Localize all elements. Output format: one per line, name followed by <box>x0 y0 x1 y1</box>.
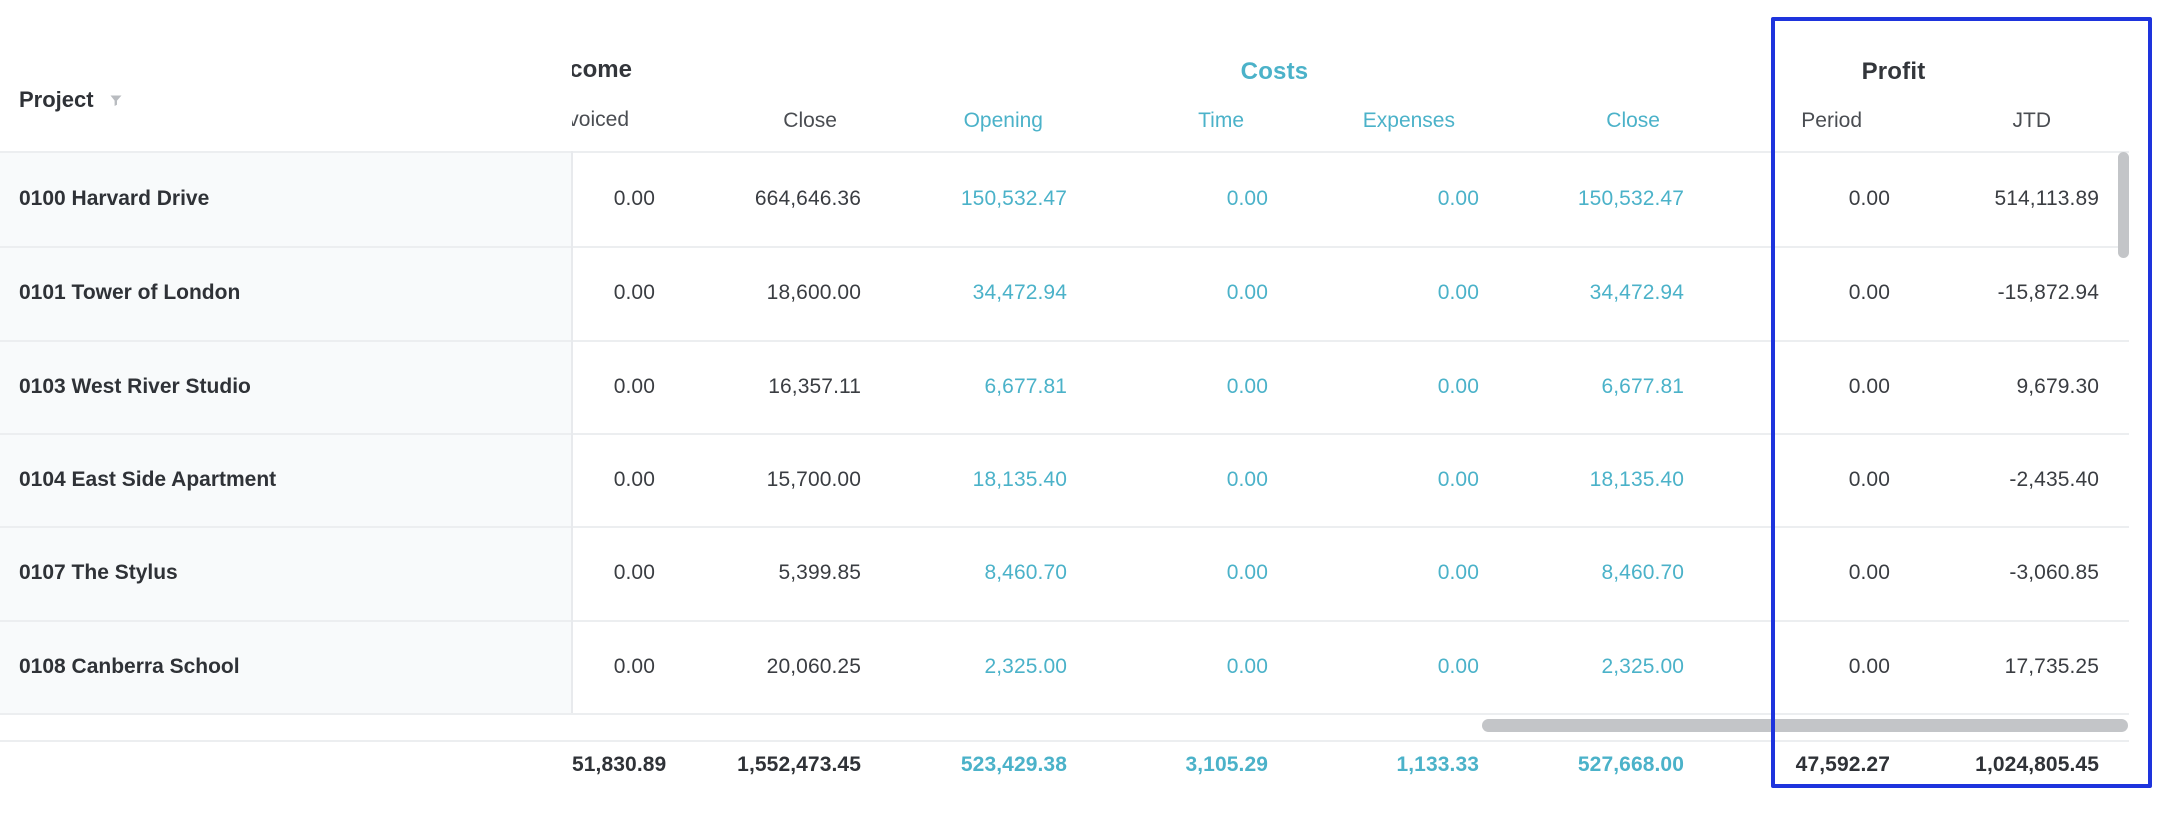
cell-costs-close: 18,135.40 <box>1589 467 1684 491</box>
cell-costs-time: 0.00 <box>1226 186 1268 210</box>
cell-costs-expenses: 0.00 <box>1437 281 1479 304</box>
cell-income-close: 20,060.25 <box>766 654 861 678</box>
cell-profit-period: 0.00 <box>1848 654 1890 678</box>
cell-costs-expenses: 0.00 <box>1437 654 1479 678</box>
total-invoiced: 51,830.89 <box>572 753 667 776</box>
total-income-close: 1,552,473.45 <box>737 753 861 776</box>
totals-row: 51,830.89 1,552,473.45 523,429.38 3,105.… <box>572 740 2101 790</box>
cell-costs-opening: 6,677.81 <box>984 374 1067 398</box>
table-row: 0.00 16,357.11 6,677.81 0.00 0.00 6,677.… <box>572 340 2101 433</box>
table-row: 0.00 15,700.00 18,135.40 0.00 0.00 18,13… <box>572 433 2101 526</box>
cell-income-close: 664,646.36 <box>754 186 861 210</box>
cell-profit-period: 0.00 <box>1848 467 1890 491</box>
cell-costs-close: 2,325.00 <box>1601 654 1684 678</box>
column-header-opening[interactable]: Opening <box>963 109 1043 132</box>
project-header-label: Project <box>19 87 94 112</box>
cell-profit-jtd: 514,113.89 <box>1994 186 2099 210</box>
project-column-background <box>0 151 572 713</box>
cell-profit-jtd: -2,435.40 <box>2009 467 2099 491</box>
cell-profit-jtd: -3,060.85 <box>2009 561 2099 584</box>
filter-icon[interactable] <box>108 92 124 108</box>
cell-income-close: 18,600.00 <box>766 281 861 304</box>
group-header-row: Costs Profit <box>572 50 2101 94</box>
cell-profit-period: 0.00 <box>1848 186 1890 210</box>
project-name-link[interactable]: 0108 Canberra School <box>19 654 240 678</box>
cell-income-close: 16,357.11 <box>768 374 861 398</box>
cell-invoiced: 0.00 <box>613 186 655 210</box>
vertical-scrollbar-thumb[interactable] <box>2118 152 2129 258</box>
cell-costs-expenses: 0.00 <box>1437 186 1479 210</box>
column-header-jtd[interactable]: JTD <box>2012 109 2052 132</box>
column-header-period[interactable]: Period <box>1801 109 1862 132</box>
cell-costs-expenses: 0.00 <box>1437 467 1479 491</box>
total-costs-opening: 523,429.38 <box>960 753 1067 776</box>
total-costs-close: 527,668.00 <box>1577 753 1684 776</box>
cell-income-close: 15,700.00 <box>766 467 861 491</box>
cell-costs-expenses: 0.00 <box>1437 374 1479 398</box>
cell-invoiced: 0.00 <box>613 281 655 304</box>
project-name-link[interactable]: 0100 Harvard Drive <box>19 186 210 210</box>
cell-invoiced: 0.00 <box>613 654 655 678</box>
costs-group-header: Costs <box>1240 58 1309 85</box>
cell-profit-jtd: 17,735.25 <box>2004 654 2099 678</box>
cell-costs-opening: 2,325.00 <box>984 654 1067 678</box>
total-profit-jtd: 1,024,805.45 <box>1975 753 2099 776</box>
cell-invoiced: 0.00 <box>613 561 655 584</box>
project-name-link[interactable]: 0104 East Side Apartment <box>19 467 277 491</box>
total-costs-time: 3,105.29 <box>1185 753 1268 776</box>
column-header-costs-close[interactable]: Close <box>1606 109 1660 132</box>
column-header-income-close[interactable]: Close <box>783 109 837 132</box>
cell-costs-opening: 8,460.70 <box>984 561 1067 584</box>
total-profit-period: 47,592.27 <box>1795 753 1890 776</box>
column-header-row: Close Opening Time Expenses Close Period… <box>572 96 2101 146</box>
cell-costs-expenses: 0.00 <box>1437 561 1479 584</box>
cell-costs-opening: 18,135.40 <box>972 467 1067 491</box>
cell-costs-time: 0.00 <box>1226 281 1268 304</box>
horizontal-scrollbar-thumb[interactable] <box>1482 719 2128 732</box>
project-column-header[interactable]: Project <box>19 84 124 116</box>
column-header-time[interactable]: Time <box>1198 109 1244 132</box>
cell-costs-time: 0.00 <box>1226 561 1268 584</box>
cell-costs-opening: 150,532.47 <box>960 186 1067 210</box>
cell-costs-close: 6,677.81 <box>1601 374 1684 398</box>
project-name-link[interactable]: 0107 The Stylus <box>19 561 178 584</box>
cell-profit-period: 0.00 <box>1848 374 1890 398</box>
cell-invoiced: 0.00 <box>613 467 655 491</box>
cell-costs-time: 0.00 <box>1226 654 1268 678</box>
cell-profit-jtd: 9,679.30 <box>2016 374 2099 398</box>
table-row: 0.00 20,060.25 2,325.00 0.00 0.00 2,325.… <box>572 620 2101 713</box>
cell-costs-time: 0.00 <box>1226 467 1268 491</box>
total-costs-expenses: 1,133.33 <box>1396 753 1479 776</box>
column-header-expenses[interactable]: Expenses <box>1362 109 1455 132</box>
cell-invoiced: 0.00 <box>613 374 655 398</box>
frozen-project-column: Project 0100 Harvard Drive 0101 Tower of… <box>0 0 572 790</box>
project-name-link[interactable]: 0103 West River Studio <box>19 374 251 398</box>
cell-profit-period: 0.00 <box>1848 561 1890 584</box>
table-row: 0.00 664,646.36 150,532.47 0.00 0.00 150… <box>572 151 2101 246</box>
profit-group-header: Profit <box>1861 58 1926 85</box>
cell-costs-close: 34,472.94 <box>1589 281 1684 304</box>
table-row: 0.00 18,600.00 34,472.94 0.00 0.00 34,47… <box>572 246 2101 340</box>
cell-costs-close: 8,460.70 <box>1601 561 1684 584</box>
cell-income-close: 5,399.85 <box>778 561 861 584</box>
cell-profit-jtd: -15,872.94 <box>1997 281 2099 304</box>
cell-costs-close: 150,532.47 <box>1577 186 1684 210</box>
cell-profit-period: 0.00 <box>1848 281 1890 304</box>
cell-costs-opening: 34,472.94 <box>972 281 1067 304</box>
table-row: 0.00 5,399.85 8,460.70 0.00 0.00 8,460.7… <box>572 526 2101 620</box>
cell-costs-time: 0.00 <box>1226 374 1268 398</box>
project-name-link[interactable]: 0101 Tower of London <box>19 281 241 304</box>
